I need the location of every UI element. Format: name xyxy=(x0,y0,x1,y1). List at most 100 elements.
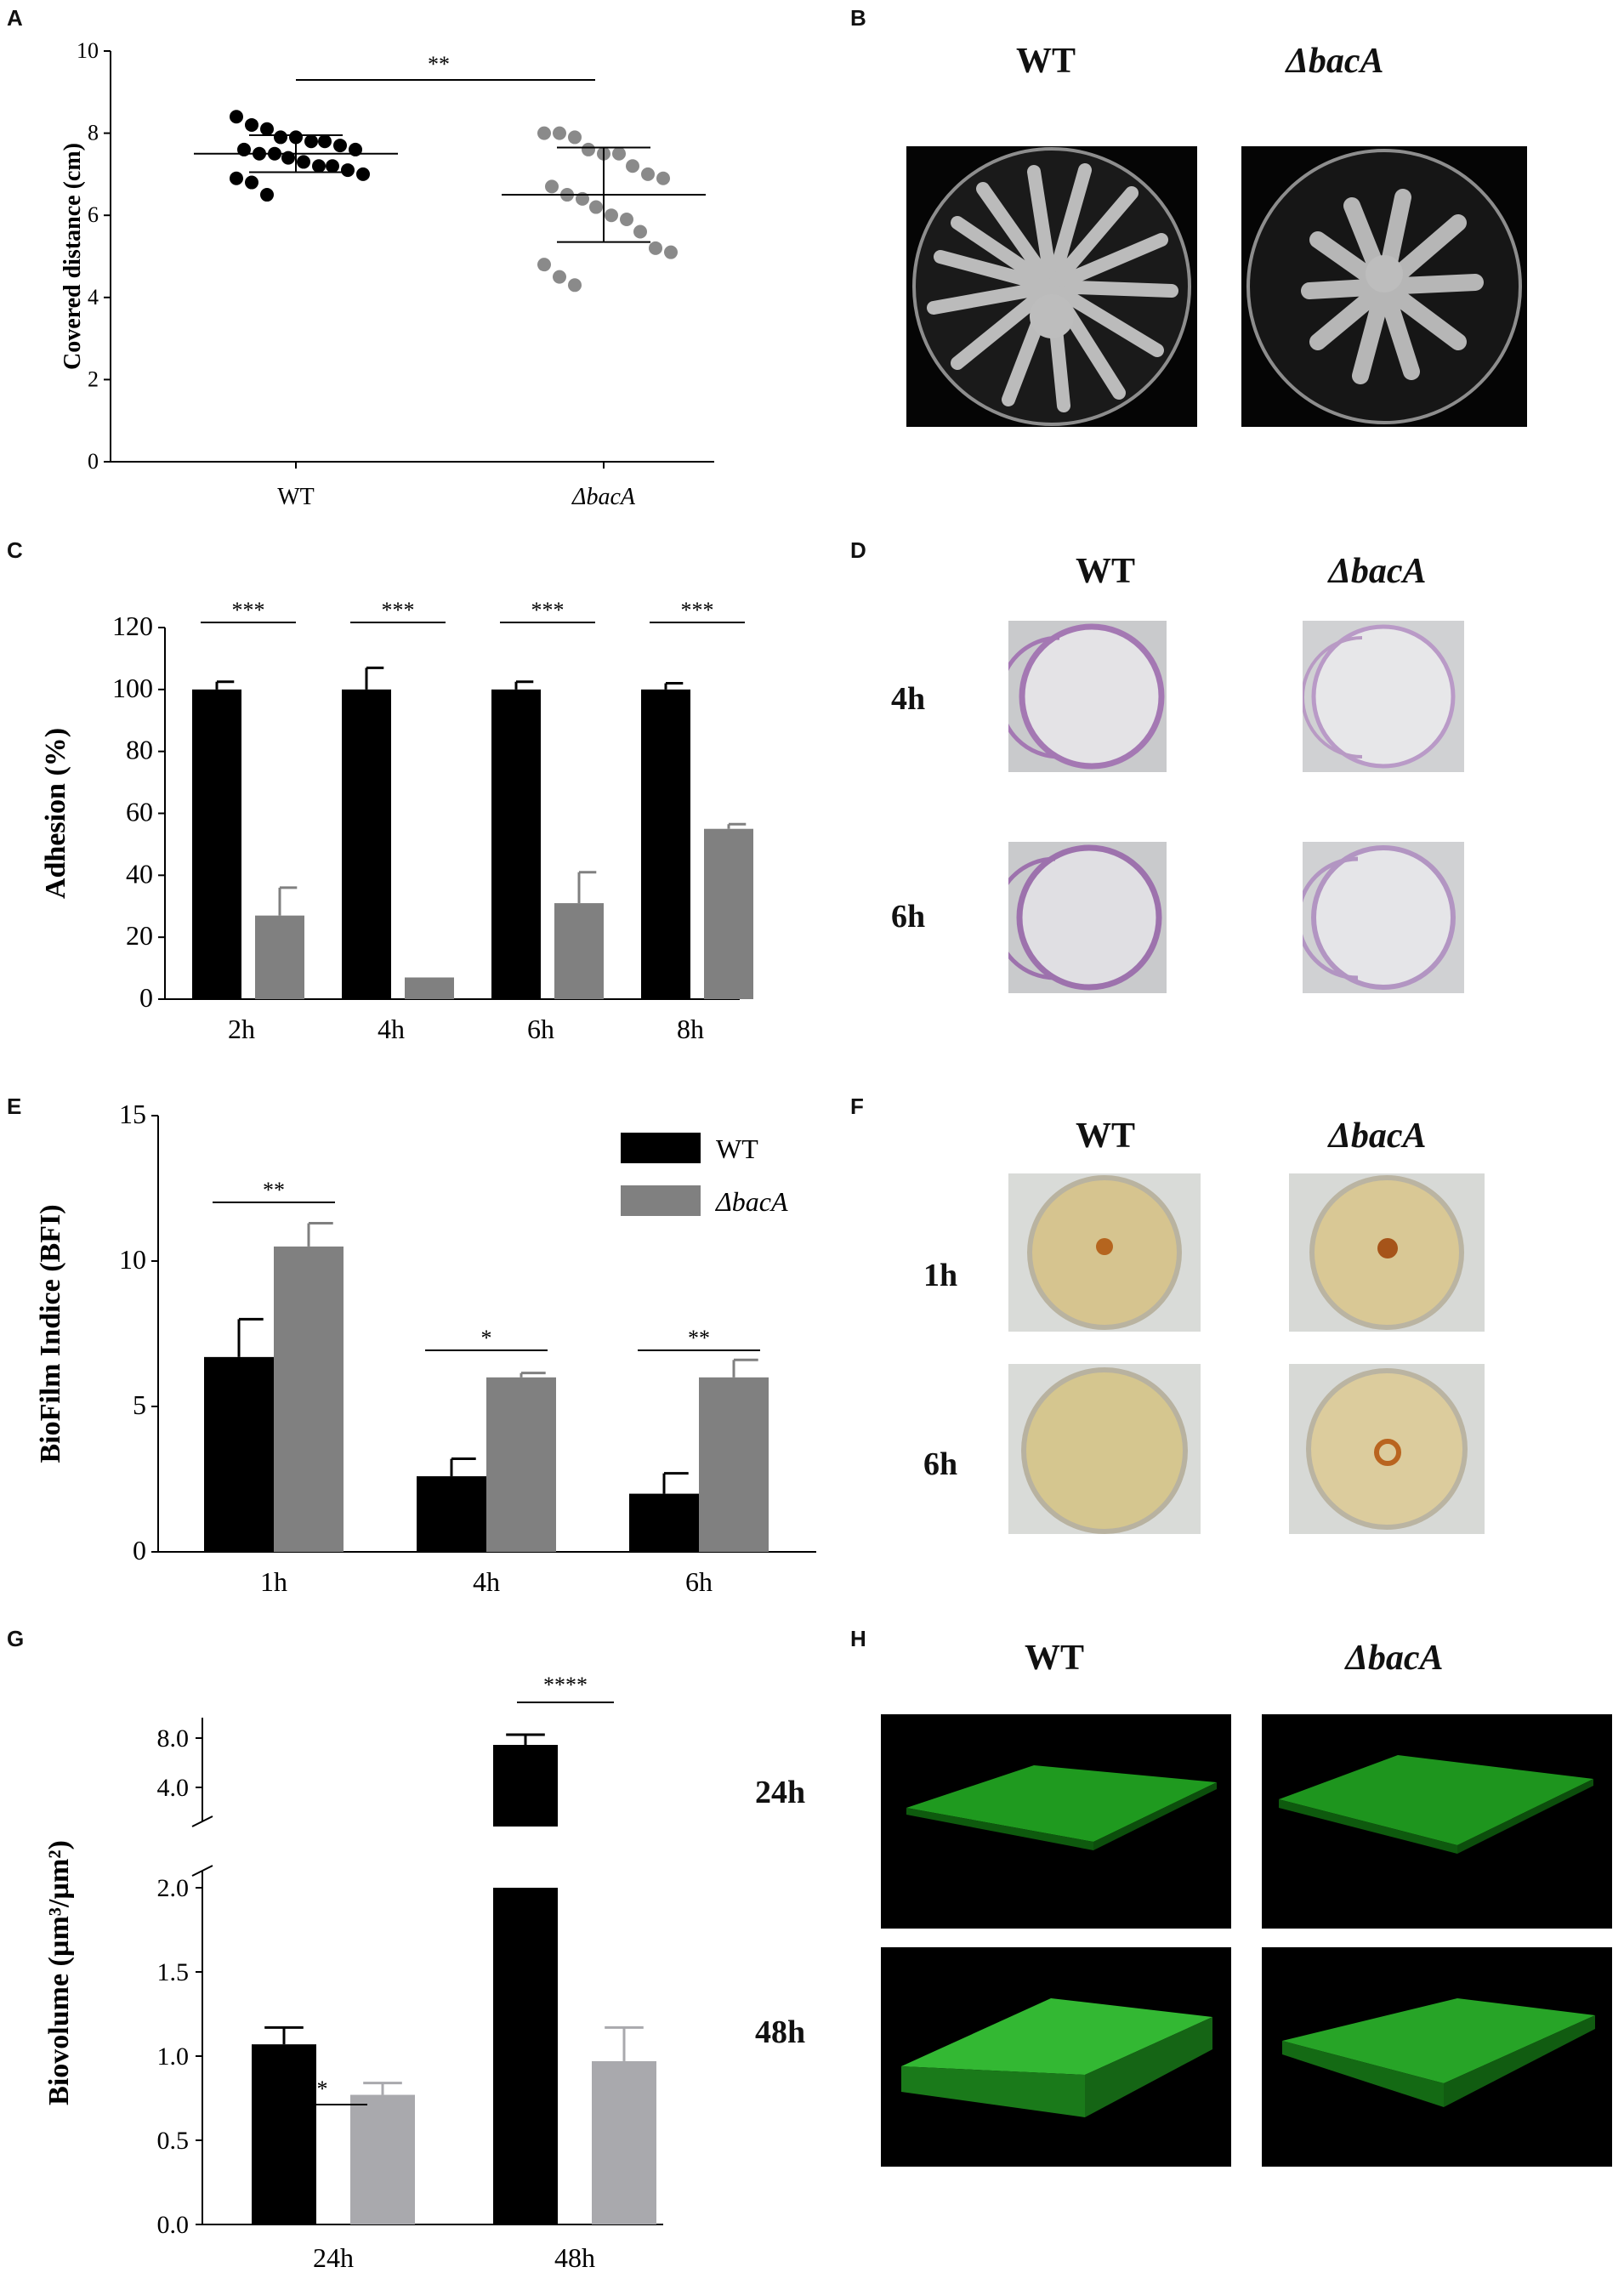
g-bar-upper xyxy=(493,1745,558,1827)
c-bar xyxy=(491,689,541,999)
g-axis-break-mark xyxy=(191,1815,213,1827)
a-data-point xyxy=(537,258,551,272)
g-y-tick-label: 0.0 xyxy=(157,2211,190,2239)
h-row-label-48h: 48h xyxy=(755,2014,806,2050)
a-data-point xyxy=(304,134,318,149)
a-y-tick-label: 2 xyxy=(88,366,99,391)
chart-a-scatter: 0 2 4 6 8 10 Covered distance (cm) WT ΔbacA ** xyxy=(60,38,714,510)
a-y-tick-label: 8 xyxy=(88,121,99,145)
a-data-point xyxy=(260,188,274,202)
c-bar xyxy=(255,915,304,999)
adhesion-well-bacA-4h-photo xyxy=(1303,621,1464,772)
e-x-tick-label: 1h xyxy=(260,1566,287,1597)
swarming-plate-wt-photo xyxy=(906,146,1197,427)
e-bar xyxy=(204,1356,274,1552)
c-bar xyxy=(554,903,604,999)
e-bar xyxy=(274,1246,344,1552)
a-data-point xyxy=(664,245,678,259)
g-y-label: Biovolume (µm³/µm²) xyxy=(43,1840,75,2105)
panel-letter-a: A xyxy=(7,5,23,31)
c-y-tick-label: 120 xyxy=(112,611,153,641)
c-sig-label: *** xyxy=(382,598,415,622)
c-y-tick-label: 100 xyxy=(112,673,153,703)
e-legend-swatch xyxy=(621,1185,701,1216)
panel-letter-c: C xyxy=(7,537,23,563)
e-bar xyxy=(629,1493,699,1552)
panel-letter-e: E xyxy=(7,1094,22,1119)
g-y-tick-label: 8.0 xyxy=(157,1724,190,1753)
a-data-point xyxy=(589,200,603,214)
a-y-label: Covered distance (cm) xyxy=(60,143,86,370)
a-data-point xyxy=(318,134,332,149)
a-y-tick-label: 6 xyxy=(88,202,99,227)
confocal-bacA-24h-photo xyxy=(1262,1714,1612,1929)
a-data-point xyxy=(582,142,595,156)
a-y-tick-label: 0 xyxy=(88,449,99,474)
a-data-point xyxy=(312,159,326,173)
c-sig-label: *** xyxy=(681,598,714,622)
a-data-point xyxy=(341,163,355,178)
biofilm-well-wt-1h-photo xyxy=(1008,1173,1201,1332)
f-col-title-bacA: ΔbacA xyxy=(1328,1116,1427,1156)
a-data-point xyxy=(626,159,639,173)
a-data-point xyxy=(633,224,647,239)
e-bar xyxy=(699,1377,769,1552)
e-y-tick-label: 0 xyxy=(133,1535,146,1565)
g-y-tick-label: 2.0 xyxy=(157,1874,190,1902)
e-bar xyxy=(417,1476,486,1552)
c-bar xyxy=(342,689,391,999)
a-data-point xyxy=(245,117,258,132)
a-data-point xyxy=(656,171,670,185)
chart-e-bar: 0 5 10 15 BioFilm Indice (BFI) 1h ** 4h * 6h ** WT Δ… xyxy=(35,1099,816,1597)
g-y-tick-label: 1.5 xyxy=(157,1958,190,1986)
a-x-tick-label: ΔbacA xyxy=(571,484,636,510)
a-data-point xyxy=(326,159,339,173)
a-data-point xyxy=(649,241,662,255)
g-axis-break-mark xyxy=(191,1865,213,1877)
e-y-tick-label: 10 xyxy=(119,1244,146,1275)
c-y-tick-label: 0 xyxy=(139,982,153,1013)
a-data-point xyxy=(333,139,347,153)
adhesion-well-bacA-6h-photo xyxy=(1303,842,1464,993)
panel-letter-f: F xyxy=(850,1094,864,1119)
chart-g-bar: 0.0 0.5 1.0 1.5 2.0 4.0 8.0 Biovolume (µm³/µm²)… xyxy=(43,1673,663,2273)
g-x-tick-label: 24h xyxy=(313,2242,354,2273)
f-col-title-wt: WT xyxy=(1075,1116,1135,1156)
g-sig-label: **** xyxy=(543,1673,588,1697)
b-col-title-bacA: ΔbacA xyxy=(1286,42,1384,81)
c-bar xyxy=(405,977,454,999)
biofilm-well-bacA-6h-photo xyxy=(1289,1364,1485,1534)
c-y-tick-label: 40 xyxy=(126,858,153,889)
a-data-point xyxy=(297,155,310,169)
c-y-label: Adhesion (%) xyxy=(40,728,71,899)
a-data-point xyxy=(612,146,626,161)
a-data-point xyxy=(605,208,618,223)
c-bar xyxy=(192,689,241,999)
a-data-point xyxy=(245,175,258,190)
panel-letter-b: B xyxy=(850,5,866,31)
a-data-point xyxy=(620,213,633,227)
g-sig-label: * xyxy=(317,2077,328,2101)
adhesion-well-wt-6h-photo xyxy=(1008,842,1167,993)
g-y-tick-label: 4.0 xyxy=(157,1774,190,1802)
e-y-tick-label: 15 xyxy=(119,1099,146,1129)
panel-letter-d: D xyxy=(850,537,866,563)
c-x-tick-label: 8h xyxy=(677,1014,704,1044)
confocal-wt-24h-photo xyxy=(881,1714,1231,1929)
a-data-point xyxy=(260,122,274,136)
c-y-tick-label: 60 xyxy=(126,797,153,827)
c-sig-label: *** xyxy=(531,598,565,622)
c-bar xyxy=(641,689,690,999)
g-bar xyxy=(350,2094,415,2224)
a-data-point xyxy=(274,130,287,145)
a-data-point xyxy=(568,130,582,145)
b-col-title-wt: WT xyxy=(1015,42,1076,81)
e-legend-swatch xyxy=(621,1133,701,1163)
e-y-label: BioFilm Indice (BFI) xyxy=(35,1204,66,1463)
a-x-tick-label: WT xyxy=(277,484,315,510)
e-sig-label: * xyxy=(481,1326,492,1350)
d-col-title-wt: WT xyxy=(1075,552,1135,591)
c-y-tick-label: 20 xyxy=(126,920,153,951)
a-data-point xyxy=(356,167,370,181)
